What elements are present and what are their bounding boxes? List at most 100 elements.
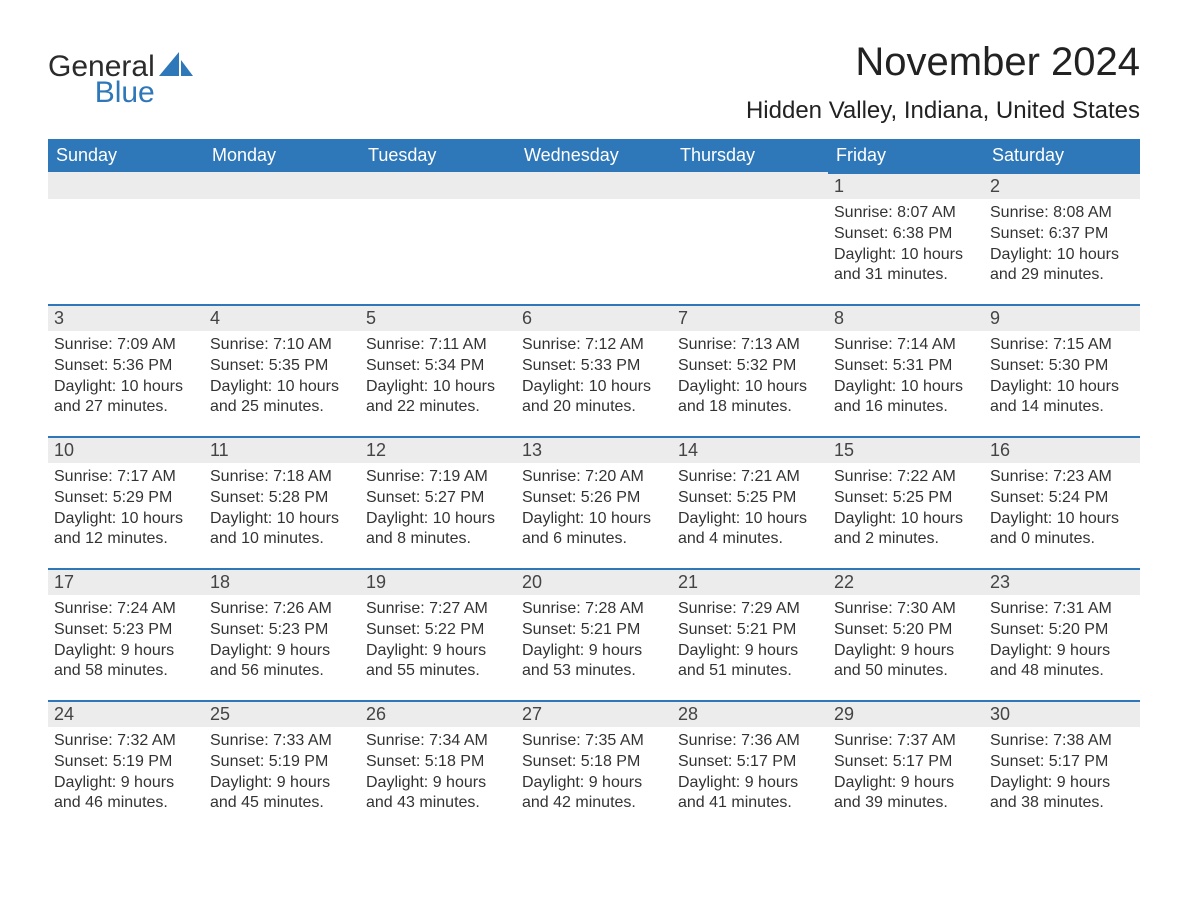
day-body: Sunrise: 7:14 AMSunset: 5:31 PMDaylight:… <box>828 331 984 426</box>
calendar-cell: 29Sunrise: 7:37 AMSunset: 5:17 PMDayligh… <box>828 700 984 832</box>
sunset-line: Sunset: 5:33 PM <box>522 356 666 377</box>
calendar-cell: 20Sunrise: 7:28 AMSunset: 5:21 PMDayligh… <box>516 568 672 700</box>
sunrise-line: Sunrise: 7:22 AM <box>834 467 978 488</box>
sunrise-line: Sunrise: 8:07 AM <box>834 203 978 224</box>
day-number: 16 <box>984 436 1140 463</box>
logo-text: General Blue <box>48 52 155 108</box>
sunrise-line: Sunrise: 7:31 AM <box>990 599 1134 620</box>
location-subtitle: Hidden Valley, Indiana, United States <box>746 97 1140 125</box>
sunset-line: Sunset: 5:17 PM <box>990 752 1134 773</box>
calendar-cell: 30Sunrise: 7:38 AMSunset: 5:17 PMDayligh… <box>984 700 1140 832</box>
calendar-cell: 13Sunrise: 7:20 AMSunset: 5:26 PMDayligh… <box>516 436 672 568</box>
day-body: Sunrise: 8:08 AMSunset: 6:37 PMDaylight:… <box>984 199 1140 294</box>
daylight-line: Daylight: 9 hours and 46 minutes. <box>54 773 198 815</box>
day-body: Sunrise: 7:22 AMSunset: 5:25 PMDaylight:… <box>828 463 984 558</box>
calendar-row: 10Sunrise: 7:17 AMSunset: 5:29 PMDayligh… <box>48 436 1140 568</box>
day-number: 11 <box>204 436 360 463</box>
calendar-cell: 3Sunrise: 7:09 AMSunset: 5:36 PMDaylight… <box>48 304 204 436</box>
day-number: 30 <box>984 700 1140 727</box>
weekday-header: Sunday <box>48 139 204 172</box>
day-number: 20 <box>516 568 672 595</box>
logo-sail-icon <box>159 52 193 80</box>
sunset-line: Sunset: 5:26 PM <box>522 488 666 509</box>
calendar-cell: 15Sunrise: 7:22 AMSunset: 5:25 PMDayligh… <box>828 436 984 568</box>
sunrise-line: Sunrise: 7:37 AM <box>834 731 978 752</box>
daylight-line: Daylight: 10 hours and 10 minutes. <box>210 509 354 551</box>
day-number: 13 <box>516 436 672 463</box>
calendar-cell: 11Sunrise: 7:18 AMSunset: 5:28 PMDayligh… <box>204 436 360 568</box>
sunrise-line: Sunrise: 7:19 AM <box>366 467 510 488</box>
daylight-line: Daylight: 10 hours and 16 minutes. <box>834 377 978 419</box>
daylight-line: Daylight: 10 hours and 4 minutes. <box>678 509 822 551</box>
day-body: Sunrise: 7:20 AMSunset: 5:26 PMDaylight:… <box>516 463 672 558</box>
day-body: Sunrise: 7:30 AMSunset: 5:20 PMDaylight:… <box>828 595 984 690</box>
calendar-cell: 4Sunrise: 7:10 AMSunset: 5:35 PMDaylight… <box>204 304 360 436</box>
calendar-cell: 2Sunrise: 8:08 AMSunset: 6:37 PMDaylight… <box>984 172 1140 304</box>
calendar-cell <box>204 172 360 304</box>
daylight-line: Daylight: 9 hours and 45 minutes. <box>210 773 354 815</box>
sunset-line: Sunset: 5:20 PM <box>834 620 978 641</box>
day-number: 25 <box>204 700 360 727</box>
header: General Blue November 2024 Hidden Valley… <box>48 40 1140 139</box>
sunrise-line: Sunrise: 7:26 AM <box>210 599 354 620</box>
sunset-line: Sunset: 5:34 PM <box>366 356 510 377</box>
sunrise-line: Sunrise: 7:20 AM <box>522 467 666 488</box>
day-number: 5 <box>360 304 516 331</box>
day-body: Sunrise: 7:15 AMSunset: 5:30 PMDaylight:… <box>984 331 1140 426</box>
day-number: 1 <box>828 172 984 199</box>
sunrise-line: Sunrise: 7:13 AM <box>678 335 822 356</box>
day-number: 4 <box>204 304 360 331</box>
sunrise-line: Sunrise: 7:21 AM <box>678 467 822 488</box>
weekday-header: Saturday <box>984 139 1140 172</box>
daylight-line: Daylight: 10 hours and 18 minutes. <box>678 377 822 419</box>
calendar-cell: 5Sunrise: 7:11 AMSunset: 5:34 PMDaylight… <box>360 304 516 436</box>
calendar-cell: 21Sunrise: 7:29 AMSunset: 5:21 PMDayligh… <box>672 568 828 700</box>
calendar-cell: 16Sunrise: 7:23 AMSunset: 5:24 PMDayligh… <box>984 436 1140 568</box>
weekday-header: Friday <box>828 139 984 172</box>
day-body: Sunrise: 7:11 AMSunset: 5:34 PMDaylight:… <box>360 331 516 426</box>
page: General Blue November 2024 Hidden Valley… <box>0 0 1188 880</box>
day-body: Sunrise: 7:37 AMSunset: 5:17 PMDaylight:… <box>828 727 984 822</box>
title-block: November 2024 Hidden Valley, Indiana, Un… <box>746 40 1140 139</box>
sunrise-line: Sunrise: 7:34 AM <box>366 731 510 752</box>
day-number: 29 <box>828 700 984 727</box>
sunrise-line: Sunrise: 7:32 AM <box>54 731 198 752</box>
day-number: 22 <box>828 568 984 595</box>
daylight-line: Daylight: 9 hours and 43 minutes. <box>366 773 510 815</box>
daylight-line: Daylight: 9 hours and 41 minutes. <box>678 773 822 815</box>
sunrise-line: Sunrise: 7:27 AM <box>366 599 510 620</box>
daylight-line: Daylight: 9 hours and 58 minutes. <box>54 641 198 683</box>
weekday-header: Tuesday <box>360 139 516 172</box>
day-body: Sunrise: 7:31 AMSunset: 5:20 PMDaylight:… <box>984 595 1140 690</box>
sunrise-line: Sunrise: 7:15 AM <box>990 335 1134 356</box>
sunset-line: Sunset: 5:27 PM <box>366 488 510 509</box>
day-body: Sunrise: 7:24 AMSunset: 5:23 PMDaylight:… <box>48 595 204 690</box>
day-number: 8 <box>828 304 984 331</box>
calendar-head: Sunday Monday Tuesday Wednesday Thursday… <box>48 139 1140 172</box>
day-body: Sunrise: 7:26 AMSunset: 5:23 PMDaylight:… <box>204 595 360 690</box>
sunset-line: Sunset: 5:19 PM <box>54 752 198 773</box>
calendar-row: 1Sunrise: 8:07 AMSunset: 6:38 PMDaylight… <box>48 172 1140 304</box>
sunset-line: Sunset: 5:35 PM <box>210 356 354 377</box>
calendar-cell: 14Sunrise: 7:21 AMSunset: 5:25 PMDayligh… <box>672 436 828 568</box>
day-body: Sunrise: 7:32 AMSunset: 5:19 PMDaylight:… <box>48 727 204 822</box>
sunset-line: Sunset: 5:17 PM <box>834 752 978 773</box>
calendar-row: 24Sunrise: 7:32 AMSunset: 5:19 PMDayligh… <box>48 700 1140 832</box>
sunrise-line: Sunrise: 7:17 AM <box>54 467 198 488</box>
day-body: Sunrise: 7:13 AMSunset: 5:32 PMDaylight:… <box>672 331 828 426</box>
day-body: Sunrise: 7:10 AMSunset: 5:35 PMDaylight:… <box>204 331 360 426</box>
day-number: 28 <box>672 700 828 727</box>
sunset-line: Sunset: 5:36 PM <box>54 356 198 377</box>
calendar-cell: 12Sunrise: 7:19 AMSunset: 5:27 PMDayligh… <box>360 436 516 568</box>
day-body: Sunrise: 8:07 AMSunset: 6:38 PMDaylight:… <box>828 199 984 294</box>
daylight-line: Daylight: 10 hours and 2 minutes. <box>834 509 978 551</box>
sunrise-line: Sunrise: 7:35 AM <box>522 731 666 752</box>
daylight-line: Daylight: 10 hours and 6 minutes. <box>522 509 666 551</box>
calendar-table: Sunday Monday Tuesday Wednesday Thursday… <box>48 139 1140 832</box>
day-number: 12 <box>360 436 516 463</box>
sunset-line: Sunset: 5:30 PM <box>990 356 1134 377</box>
sunset-line: Sunset: 5:18 PM <box>366 752 510 773</box>
sunset-line: Sunset: 5:20 PM <box>990 620 1134 641</box>
month-title: November 2024 <box>746 40 1140 85</box>
daylight-line: Daylight: 9 hours and 38 minutes. <box>990 773 1134 815</box>
